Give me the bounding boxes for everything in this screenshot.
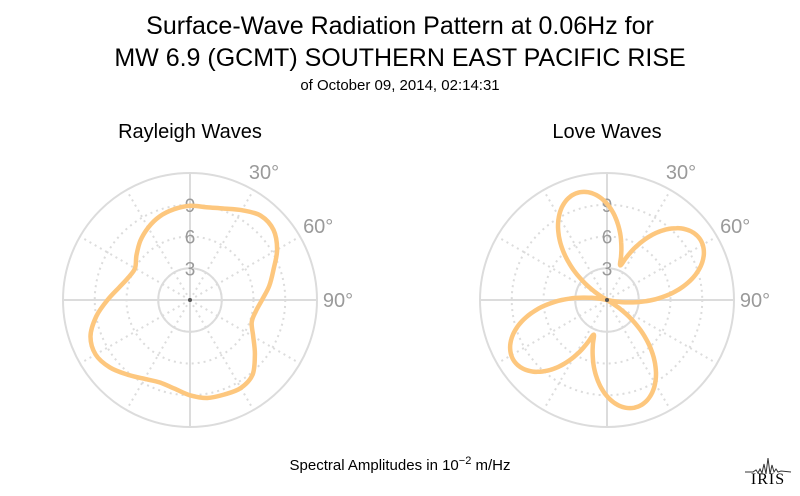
- love-panel-title: Love Waves: [552, 121, 661, 143]
- love-radial-tick-label: 3: [602, 259, 613, 280]
- love-angle-tick-label: 60°: [720, 216, 750, 238]
- rayleigh-spoke: [189, 299, 301, 365]
- seismogram-icon: [745, 457, 792, 475]
- love-radiation-pattern: [507, 189, 707, 411]
- iris-logo: IRIS: [743, 455, 793, 489]
- rayleigh-spoke: [189, 235, 301, 301]
- chart-title-line-1: Surface-Wave Radiation Pattern at 0.06Hz…: [146, 12, 654, 40]
- love-angle-tick-label: 30°: [666, 162, 696, 184]
- love-center-dot: [605, 298, 609, 302]
- rayleigh-panel-title: Rayleigh Waves: [118, 121, 262, 143]
- rayleigh-angle-tick-label: 90°: [323, 290, 353, 312]
- amplitude-label-text: Spectral Amplitudes in: [289, 457, 443, 474]
- love-radial-tick-label: 6: [602, 228, 613, 249]
- chart-title-line-2: MW 6.9 (GCMT) SOUTHERN EAST PACIFIC RISE: [114, 44, 686, 72]
- unit-exponent: −2: [458, 455, 472, 467]
- rayleigh-angle-tick-label: 30°: [249, 162, 279, 184]
- rayleigh-radiation-pattern: [88, 203, 280, 401]
- rayleigh-center-dot: [188, 298, 192, 302]
- rayleigh-radial-tick-label: 6: [185, 228, 196, 249]
- unit-suffix: m/Hz: [471, 457, 511, 474]
- logo-text: IRIS: [750, 471, 786, 488]
- amplitude-unit-label: Spectral Amplitudes in 10−2 m/Hz: [0, 455, 800, 474]
- rayleigh-radial-tick-label: 3: [185, 259, 196, 280]
- chart-subtitle: of October 09, 2014, 02:14:31: [300, 77, 500, 94]
- unit-base: 10: [442, 457, 459, 474]
- rayleigh-angle-tick-label: 60°: [303, 216, 333, 238]
- love-angle-tick-label: 90°: [740, 290, 770, 312]
